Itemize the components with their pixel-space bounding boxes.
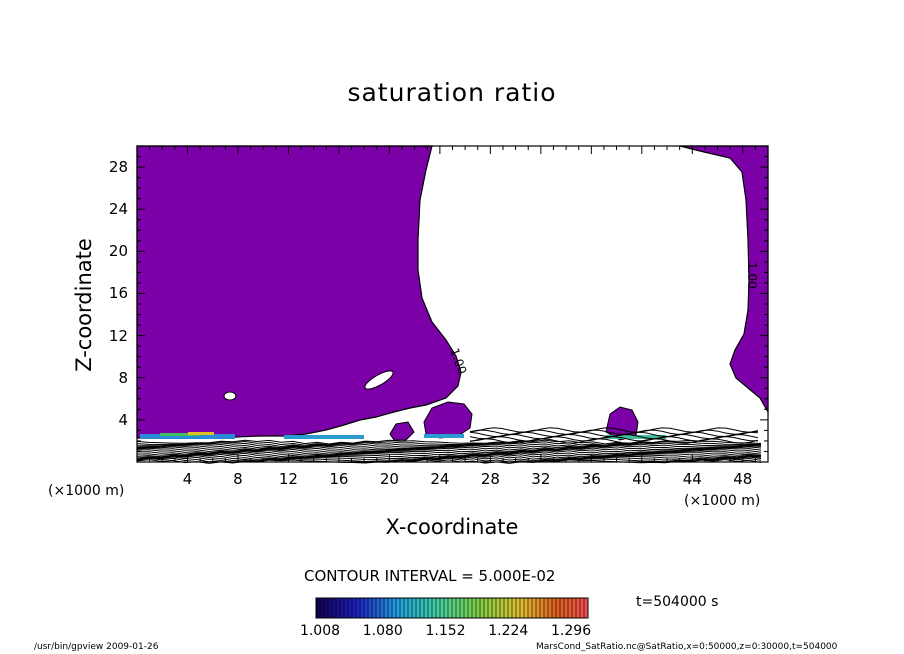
surface-contour — [136, 447, 762, 453]
x-tick-label: 12 — [278, 470, 298, 488]
high-saturation-band — [160, 433, 200, 436]
colorbar-tick-label: 1.152 — [425, 623, 466, 639]
x-axis-label: X-coordinate — [385, 515, 519, 539]
x-tick-label: 44 — [682, 470, 702, 488]
x-tick-label: 32 — [531, 470, 551, 488]
high-saturation-band — [284, 435, 364, 439]
x-tick-label: 4 — [182, 470, 193, 488]
surface-contour — [469, 427, 759, 433]
colorbar-tick-label: 1.296 — [551, 623, 592, 639]
surface-contour — [136, 451, 762, 457]
x-unit-label-right: (×1000 m) — [684, 493, 761, 509]
colorbar-tick-label: 1.224 — [488, 623, 529, 639]
time-label: t=504000 s — [636, 594, 719, 610]
high-saturation-band — [140, 434, 235, 439]
surface-contour — [136, 456, 762, 462]
y-tick-label: 28 — [108, 158, 128, 177]
y-tick-label: 12 — [108, 326, 128, 345]
x-tick-label: 48 — [733, 470, 753, 488]
saturated-cell — [389, 421, 415, 441]
colorbar-tick-label: 1.008 — [299, 623, 341, 639]
x-tick-label: 20 — [379, 470, 399, 488]
y-tick-label: 24 — [108, 200, 128, 219]
high-saturation-band — [188, 432, 214, 435]
x-tick-label: 28 — [480, 470, 500, 488]
surface-contour — [469, 438, 759, 444]
unsaturated-hole — [223, 391, 237, 401]
surface-contour-lines — [136, 427, 762, 464]
y-tick-label: 20 — [108, 242, 128, 261]
x-tick-label: 8 — [233, 470, 243, 488]
surface-contour — [469, 429, 759, 435]
x-tick-label: 24 — [430, 470, 450, 488]
surface-contour — [136, 457, 762, 463]
chart-title: saturation ratio — [347, 78, 557, 107]
high-saturation-band — [424, 434, 464, 438]
saturated-region-left — [136, 145, 462, 439]
surface-contour — [136, 444, 762, 450]
x-tick-label: 36 — [581, 470, 601, 488]
saturated-region-right — [679, 145, 769, 415]
axis-tick-marks — [137, 146, 768, 462]
surface-contour — [136, 452, 762, 458]
surface-contour — [136, 440, 761, 446]
surface-contour — [136, 446, 762, 452]
contour-interval-label: CONTOUR INTERVAL = 5.000E-02 — [304, 567, 556, 585]
high-saturation-band — [606, 435, 666, 439]
surface-contour — [136, 439, 762, 445]
y-tick-label: 8 — [118, 368, 128, 387]
colorbar — [315, 597, 589, 619]
x-unit-label-left: (×1000 m) — [48, 483, 125, 499]
y-tick-label: 4 — [118, 410, 128, 429]
unsaturated-hole — [364, 370, 394, 390]
contour-label: 1.00 — [745, 262, 759, 289]
colorbar-tick-label: 1.080 — [362, 623, 403, 639]
x-tick-label: 16 — [329, 470, 349, 488]
surface-contour — [136, 442, 762, 448]
plot-area: 1.00 1.00 — [136, 145, 769, 464]
footer-program-date: /usr/bin/gpview 2009-01-26 — [34, 642, 159, 652]
x-tick-label: 40 — [632, 470, 652, 488]
y-tick-label: 16 — [108, 284, 128, 303]
footer-data-source: MarsCond_SatRatio.nc@SatRatio,x=0:50000,… — [536, 642, 838, 652]
saturated-cell — [423, 401, 473, 439]
surface-contour — [136, 453, 762, 459]
